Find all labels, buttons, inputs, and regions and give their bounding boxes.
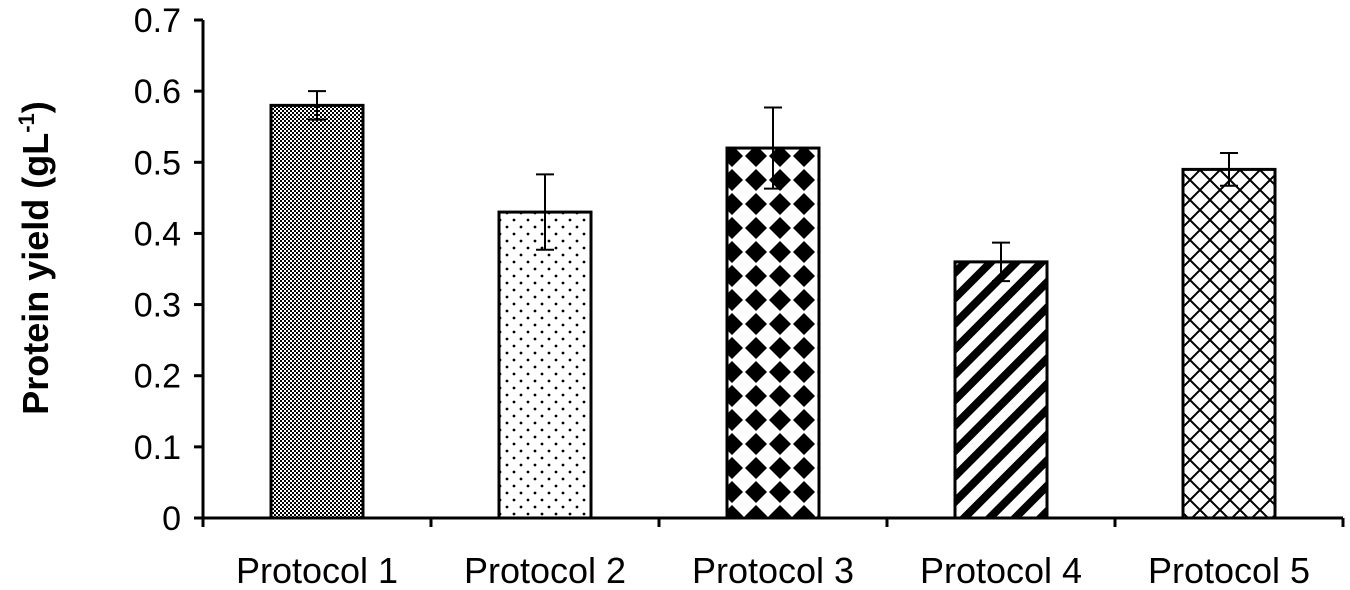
- y-tick-label: 0.5: [134, 144, 181, 182]
- y-tick-label: 0.6: [134, 73, 181, 111]
- y-tick-label: 0.7: [134, 2, 181, 40]
- y-tick-label: 0.3: [134, 287, 181, 325]
- x-tick-label: Protocol 3: [692, 550, 854, 590]
- y-axis-label: Protein yield (gL-1): [14, 101, 56, 415]
- bar: [953, 260, 1049, 520]
- y-tick-label: 0.2: [134, 358, 181, 396]
- plot-area: 0 0.1 0.2 0.3 0.4 0.5 0.6 0.7 Protocol 1 Protocol…: [134, 2, 1345, 590]
- x-tick-label: Protocol 1: [236, 550, 398, 590]
- y-tick-label: 0.1: [134, 429, 181, 467]
- bar: [725, 146, 821, 520]
- y-tick-label: 0.4: [134, 215, 181, 253]
- y-tick-label: 0: [162, 500, 181, 538]
- bar: [497, 210, 593, 520]
- bar: [269, 103, 365, 520]
- x-tick-label: Protocol 5: [1148, 550, 1310, 590]
- x-tick-label: Protocol 2: [464, 550, 626, 590]
- bar: [1181, 167, 1277, 520]
- x-tick-label: Protocol 4: [920, 550, 1082, 590]
